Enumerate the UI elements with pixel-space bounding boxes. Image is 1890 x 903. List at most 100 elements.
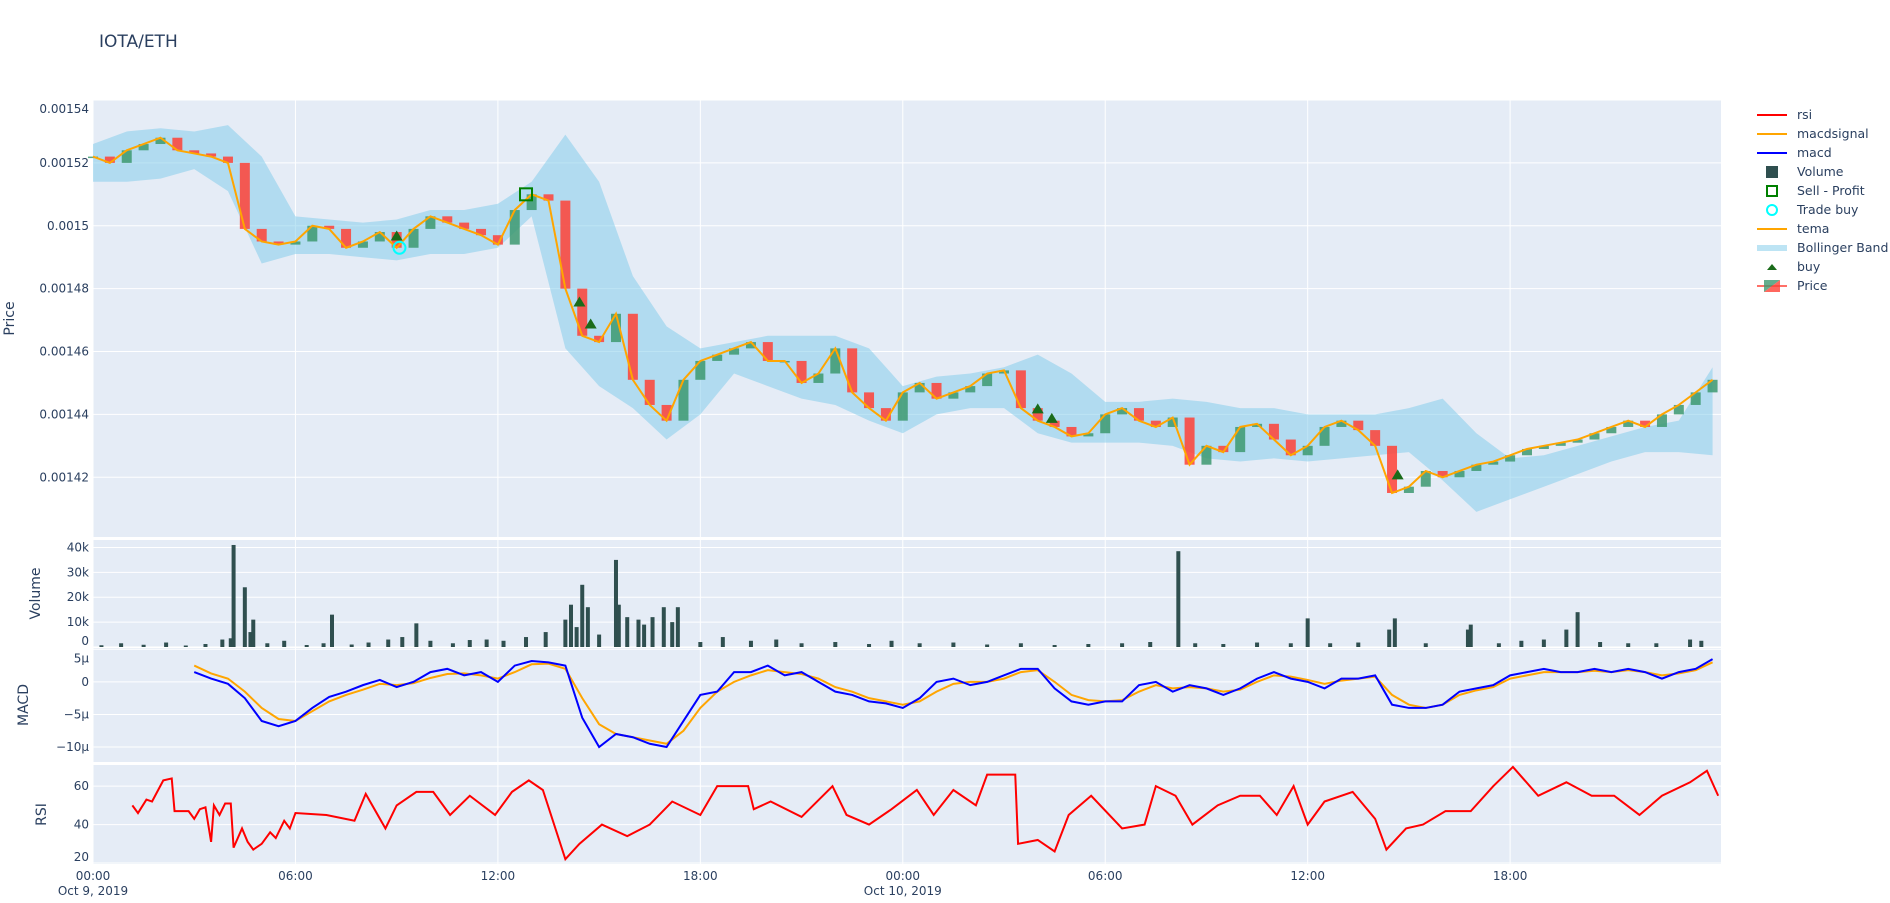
candle[interactable] (189, 150, 200, 154)
volume-bar[interactable] (1626, 643, 1631, 647)
volume-bar[interactable] (1654, 643, 1659, 647)
volume-bar[interactable] (1392, 618, 1397, 647)
candle[interactable] (1606, 426, 1617, 434)
candle[interactable] (1521, 448, 1532, 456)
candle[interactable] (374, 232, 385, 242)
candle[interactable] (560, 200, 571, 289)
buy-marker[interactable] (573, 296, 586, 307)
volume-bar[interactable] (889, 640, 894, 647)
volume-bar[interactable] (164, 642, 169, 647)
legend-item[interactable]: macdsignal (1755, 124, 1888, 143)
candle[interactable] (864, 392, 875, 409)
volume-bar[interactable] (1496, 643, 1501, 647)
candle[interactable] (1488, 461, 1499, 465)
volume-bar[interactable] (580, 584, 585, 647)
candle[interactable] (290, 241, 301, 245)
volume-bar[interactable] (661, 607, 666, 647)
candle[interactable] (1640, 420, 1651, 427)
candle[interactable] (1505, 455, 1516, 462)
volume-bar[interactable] (1541, 639, 1546, 647)
volume-bar[interactable] (698, 642, 703, 647)
sell-profit-marker[interactable] (519, 187, 534, 202)
volume-bar[interactable] (400, 637, 405, 647)
volume-bar[interactable] (1305, 618, 1310, 647)
volume-bar[interactable] (428, 640, 433, 647)
volume-bar[interactable] (1356, 642, 1361, 647)
candle[interactable] (222, 156, 233, 163)
volume-bar[interactable] (636, 619, 641, 647)
candle[interactable] (610, 313, 621, 343)
trade-buy-marker[interactable] (392, 240, 407, 255)
candle[interactable] (1319, 426, 1330, 446)
volume-bar[interactable] (642, 624, 647, 647)
volume-bar[interactable] (1468, 624, 1473, 647)
candle[interactable] (543, 194, 554, 201)
candle[interactable] (121, 150, 132, 163)
volume-bar[interactable] (917, 643, 922, 647)
candle[interactable] (1167, 417, 1178, 427)
volume-bar[interactable] (1148, 642, 1153, 647)
candle[interactable] (1454, 470, 1465, 478)
buy-marker[interactable] (1031, 403, 1044, 414)
candle[interactable] (1353, 420, 1364, 431)
candle[interactable] (1083, 433, 1094, 437)
volume-bar[interactable] (183, 645, 188, 647)
candle[interactable] (1133, 408, 1144, 421)
candle[interactable] (425, 216, 436, 229)
volume-bar[interactable] (141, 644, 146, 647)
volume-bar[interactable] (543, 632, 548, 647)
volume-bar[interactable] (650, 617, 655, 647)
volume-bar[interactable] (1120, 643, 1125, 647)
volume-bar[interactable] (720, 637, 725, 647)
volume-bar[interactable] (220, 639, 225, 647)
buy-marker[interactable] (1045, 412, 1058, 423)
volume-bar[interactable] (366, 642, 371, 647)
candle[interactable] (239, 162, 250, 229)
candle[interactable] (1572, 439, 1583, 443)
candle[interactable] (1437, 470, 1448, 478)
candle[interactable] (1656, 414, 1667, 427)
volume-bar[interactable] (675, 607, 680, 647)
volume-bar[interactable] (349, 644, 354, 647)
volume-bar[interactable] (1519, 640, 1524, 647)
candle[interactable] (897, 392, 908, 421)
candle[interactable] (526, 194, 537, 211)
candle[interactable] (1673, 404, 1684, 415)
legend-item[interactable]: macd (1755, 143, 1888, 162)
candle[interactable] (341, 228, 352, 248)
legend-item[interactable]: Sell - Profit (1755, 181, 1888, 200)
volume-bar[interactable] (670, 622, 675, 647)
volume-bar[interactable] (231, 544, 236, 647)
candle[interactable] (1589, 433, 1600, 440)
candle[interactable] (476, 228, 487, 236)
candle[interactable] (914, 382, 925, 393)
volume-bar[interactable] (1255, 642, 1260, 647)
legend-item[interactable]: buy (1755, 257, 1888, 276)
candle[interactable] (847, 348, 858, 393)
candle[interactable] (1100, 414, 1111, 434)
candle[interactable] (830, 348, 841, 374)
candle[interactable] (1707, 379, 1718, 393)
volume-bar[interactable] (833, 642, 838, 647)
volume-bar[interactable] (563, 619, 568, 647)
volume-bar[interactable] (799, 643, 804, 647)
candle[interactable] (1302, 445, 1313, 456)
volume-bar[interactable] (329, 614, 334, 647)
candle[interactable] (695, 360, 706, 380)
buy-marker[interactable] (390, 230, 403, 241)
candle[interactable] (948, 392, 959, 399)
volume-bar[interactable] (625, 617, 630, 647)
candle[interactable] (1049, 420, 1060, 427)
volume-bar[interactable] (467, 640, 472, 647)
candle[interactable] (1218, 445, 1229, 453)
volume-bar[interactable] (748, 640, 753, 647)
volume-bar[interactable] (414, 623, 419, 647)
candle[interactable] (1623, 420, 1634, 427)
volume-bar[interactable] (119, 643, 124, 647)
volume-bar[interactable] (1052, 645, 1057, 647)
volume-bar[interactable] (1387, 629, 1392, 647)
volume-bar[interactable] (585, 607, 590, 647)
candle[interactable] (813, 373, 824, 383)
volume-bar[interactable] (867, 644, 872, 647)
